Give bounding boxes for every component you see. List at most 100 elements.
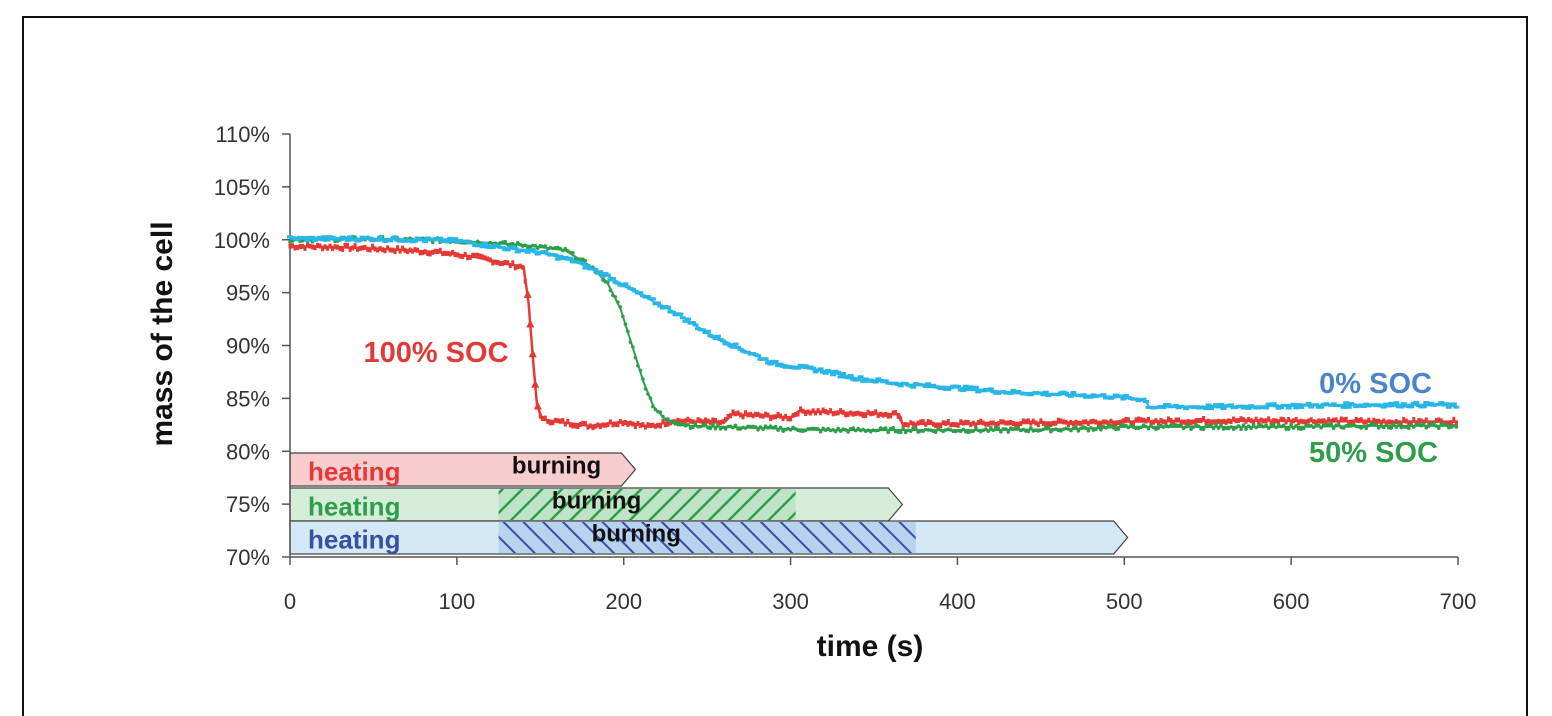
data-point (1212, 419, 1216, 425)
data-point (824, 409, 828, 415)
data-point (648, 422, 652, 428)
data-point (288, 243, 292, 249)
data-point (769, 415, 773, 421)
data-point (971, 429, 976, 433)
data-point (374, 238, 381, 242)
data-point (1312, 419, 1316, 425)
data-point (1339, 416, 1343, 422)
data-point (829, 408, 833, 414)
data-point (1301, 426, 1306, 431)
data-point (1434, 424, 1439, 428)
data-point (971, 420, 975, 426)
data-point (498, 261, 502, 267)
data-point (567, 256, 574, 260)
phase-bar-0pct-soc: heating burning (289, 520, 1129, 555)
data-point (736, 410, 740, 416)
data-point (313, 245, 317, 251)
data-point (616, 422, 620, 428)
data-point (1042, 390, 1049, 394)
data-point (1449, 420, 1453, 426)
data-point (1274, 418, 1278, 424)
data-point (989, 425, 993, 430)
data-point (1169, 418, 1173, 424)
data-point (1313, 403, 1320, 407)
data-point (861, 427, 865, 432)
data-point (1116, 427, 1121, 431)
data-point (1019, 421, 1023, 427)
data-point (1377, 418, 1381, 424)
data-point (1239, 416, 1243, 422)
data-point (909, 420, 913, 426)
series-0pct-soc (287, 235, 1460, 411)
data-point (1209, 424, 1213, 429)
data-point (1056, 417, 1060, 423)
data-point (1114, 421, 1118, 427)
data-point (1218, 403, 1225, 407)
phase-bar-50pct-soc: heating burning (289, 487, 904, 522)
data-point (1316, 423, 1321, 428)
data-point (979, 418, 983, 424)
data-point (1359, 417, 1363, 423)
data-point (626, 329, 630, 334)
data-point (377, 235, 384, 239)
data-point (1204, 420, 1208, 426)
data-point (1126, 417, 1130, 423)
data-point (1124, 423, 1128, 428)
data-point (1319, 418, 1323, 424)
data-point (654, 301, 661, 305)
data-point (1249, 426, 1253, 431)
data-point (856, 410, 860, 416)
data-point (629, 287, 636, 291)
data-point (621, 421, 625, 427)
data-point (816, 408, 820, 414)
data-point (1404, 418, 1408, 424)
data-point (902, 381, 909, 385)
data-point (1081, 419, 1085, 425)
burning-label: burning (552, 488, 641, 515)
data-point (426, 251, 430, 257)
data-point (1182, 419, 1186, 425)
data-point (356, 246, 360, 252)
data-point (735, 345, 742, 349)
data-point (1238, 404, 1245, 408)
data-point (389, 237, 396, 241)
data-point (337, 237, 344, 241)
data-point (1387, 419, 1391, 425)
data-point (424, 236, 431, 240)
data-point (940, 385, 947, 389)
data-point (1374, 422, 1379, 427)
data-point (458, 253, 462, 259)
data-point (853, 428, 858, 433)
data-point (563, 246, 568, 251)
data-point (941, 420, 945, 426)
data-point (841, 409, 845, 415)
data-point (818, 429, 823, 434)
data-point (1237, 418, 1241, 424)
data-point (1428, 401, 1435, 405)
data-point (744, 410, 748, 416)
x-tick-label: 0 (284, 589, 296, 614)
y-tick-label: 105% (214, 175, 270, 200)
data-point (1294, 423, 1298, 428)
data-point (773, 424, 778, 429)
data-point (501, 260, 505, 266)
data-point (631, 421, 635, 427)
data-point (1247, 416, 1251, 422)
data-point (929, 419, 933, 425)
data-point (876, 413, 880, 419)
data-point (886, 430, 890, 435)
data-point (1293, 406, 1300, 410)
data-point (862, 377, 869, 381)
data-point (1086, 428, 1091, 433)
heating-label: heating (308, 457, 400, 487)
data-point (1454, 425, 1459, 429)
data-point (1209, 420, 1213, 426)
data-point (838, 429, 843, 433)
data-point (944, 420, 948, 426)
data-point (743, 426, 748, 430)
data-point (1396, 421, 1401, 426)
data-point (1041, 427, 1046, 432)
data-point (633, 423, 637, 429)
data-point (1179, 420, 1183, 426)
data-point (1139, 425, 1143, 430)
